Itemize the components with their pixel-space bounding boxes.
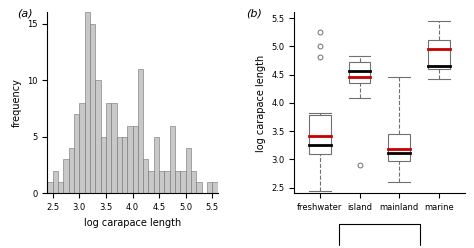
Bar <box>64 159 69 193</box>
Bar <box>100 137 106 193</box>
Bar <box>349 62 371 83</box>
Bar <box>58 182 64 193</box>
Text: (b): (b) <box>246 9 263 19</box>
Bar <box>138 69 143 193</box>
Bar <box>111 103 117 193</box>
Bar <box>47 182 53 193</box>
Bar <box>181 171 186 193</box>
Bar <box>85 12 90 193</box>
Bar <box>53 171 58 193</box>
Bar <box>148 171 154 193</box>
Bar <box>127 125 133 193</box>
Bar <box>170 125 175 193</box>
Bar <box>186 148 191 193</box>
Bar <box>309 115 331 154</box>
Bar <box>159 171 164 193</box>
Bar <box>90 24 95 193</box>
Y-axis label: log carapace length: log carapace length <box>256 54 266 152</box>
Bar <box>388 134 410 161</box>
Bar <box>106 103 111 193</box>
Bar <box>95 80 100 193</box>
Bar <box>164 171 170 193</box>
Bar <box>207 182 212 193</box>
Y-axis label: frequency: frequency <box>12 78 22 127</box>
Bar <box>191 171 196 193</box>
X-axis label: log carapace length: log carapace length <box>84 218 181 228</box>
Bar <box>143 159 148 193</box>
Bar <box>212 182 218 193</box>
Bar <box>154 137 159 193</box>
Text: (a): (a) <box>17 9 32 19</box>
Bar <box>122 137 127 193</box>
Bar <box>133 125 138 193</box>
Bar <box>74 114 79 193</box>
Bar <box>69 148 74 193</box>
Bar <box>79 103 85 193</box>
Bar <box>196 182 202 193</box>
Bar <box>428 40 450 69</box>
Bar <box>117 137 122 193</box>
Bar <box>175 171 181 193</box>
